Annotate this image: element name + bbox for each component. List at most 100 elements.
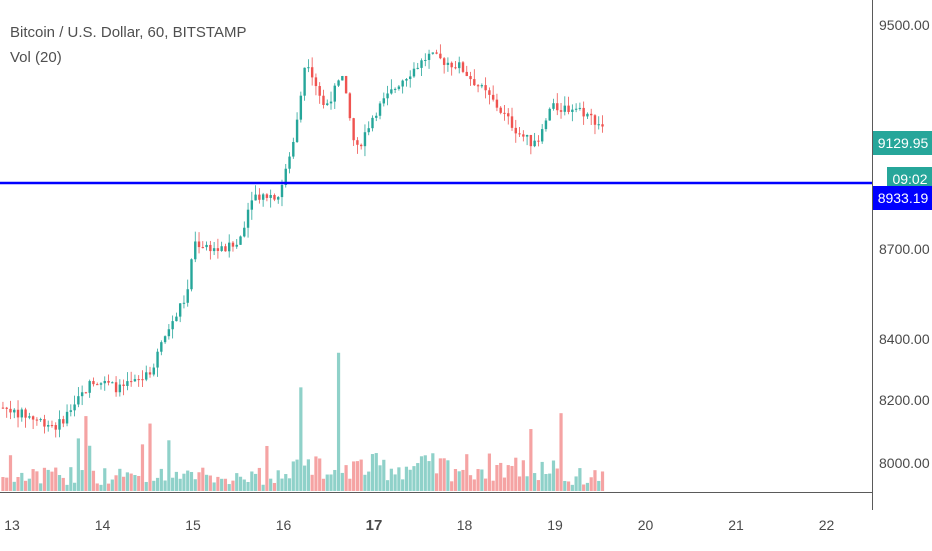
candle-body: [224, 246, 227, 252]
candle-body: [491, 94, 495, 100]
volume-bar: [144, 481, 148, 491]
volume-bar: [514, 457, 518, 491]
volume-bar: [152, 480, 156, 491]
volume-bar: [491, 480, 495, 491]
candle-body: [261, 194, 265, 200]
volume-bar: [363, 474, 367, 491]
chart-area[interactable]: Bitcoin / U.S. Dollar, 60, BITSTAMP Vol …: [0, 0, 872, 510]
price-axis[interactable]: 9500.00 8700.00 8400.00 8200.00 8000.00 9129…: [872, 0, 932, 510]
candle-body: [288, 156, 291, 169]
candle-body: [525, 135, 529, 137]
volume-bar: [502, 477, 507, 491]
volume-bar: [186, 470, 190, 491]
candle-body: [458, 62, 461, 69]
candle-body: [416, 67, 419, 69]
volume-bar: [148, 423, 152, 491]
volume-bar: [122, 476, 126, 491]
candle-body: [111, 382, 114, 384]
candle-body: [228, 242, 231, 252]
candle-body: [412, 68, 416, 77]
volume-bar: [548, 473, 552, 491]
time-axis[interactable]: 13 14 15 16 17 18 19 20 21 22: [0, 492, 872, 551]
candle-body: [427, 53, 431, 60]
volume-bar: [269, 478, 273, 491]
candle-body: [50, 425, 54, 427]
volume-bar: [446, 460, 450, 491]
volume-bar: [355, 461, 360, 491]
volume-bar: [140, 444, 145, 491]
volume-bar: [570, 484, 574, 491]
candle-body: [201, 247, 205, 249]
candle-body: [243, 227, 246, 237]
volume-bar: [468, 475, 473, 491]
volume-bar: [419, 456, 424, 491]
candle-body: [556, 103, 559, 111]
volume-bar: [378, 465, 382, 491]
volume-bar: [544, 474, 548, 491]
candle-body: [378, 103, 382, 116]
price-chart[interactable]: [0, 0, 872, 492]
candle-body: [197, 241, 201, 248]
candle-body: [209, 244, 212, 252]
candle-body: [235, 244, 238, 247]
price-tick-label: 8200.00: [879, 392, 930, 409]
volume-bar: [193, 479, 197, 491]
candle-body: [307, 67, 310, 69]
volume-bar: [208, 475, 212, 491]
candle-body: [99, 383, 103, 385]
candle-body: [69, 410, 73, 412]
volume-bar: [340, 472, 344, 491]
volume-bar: [582, 484, 586, 491]
volume-bar: [574, 476, 578, 491]
candle-body: [382, 98, 386, 104]
volume-bar: [408, 469, 412, 491]
volume-bar: [540, 461, 544, 491]
volume-bar: [114, 475, 118, 491]
candle-body: [367, 128, 370, 133]
volume-bar: [133, 475, 137, 491]
volume-bar: [118, 468, 122, 491]
volume-bar: [261, 484, 265, 491]
candle-body: [303, 67, 306, 96]
volume-bar: [457, 471, 461, 491]
candle-body: [563, 105, 567, 112]
volume-bar: [137, 475, 141, 491]
volume-bar: [204, 474, 209, 491]
candle-body: [84, 392, 88, 394]
legend-volume: Vol (20): [10, 49, 62, 66]
volume-bar: [367, 471, 371, 491]
candle-body: [280, 184, 284, 198]
volume-bar: [246, 481, 250, 491]
candle-body: [295, 119, 299, 142]
candle-body: [141, 379, 144, 381]
candle-body: [359, 144, 363, 147]
candle-body: [424, 59, 427, 61]
candle-body: [540, 129, 544, 142]
candle-body: [544, 120, 548, 130]
volume-bar: [35, 471, 39, 491]
candle-body: [586, 113, 589, 117]
volume-bar: [533, 473, 537, 491]
volume-bar: [495, 464, 499, 491]
candle-body: [597, 124, 600, 126]
candle-body: [126, 381, 129, 386]
volume-bar: [235, 473, 239, 491]
volume-bar: [453, 469, 458, 491]
candle-body: [495, 99, 499, 108]
volume-bar: [374, 453, 378, 491]
candle-body: [145, 372, 148, 380]
volume-bar: [250, 471, 254, 491]
volume-bar: [321, 478, 326, 491]
candle-body: [371, 117, 374, 129]
volume-bar: [472, 479, 476, 491]
candle-body: [333, 85, 336, 102]
volume-bar: [389, 468, 393, 491]
candle-body: [103, 380, 106, 384]
candle-body: [265, 194, 269, 198]
candle-body: [137, 379, 140, 381]
volume-bar: [344, 465, 348, 491]
candle-body: [220, 246, 223, 251]
candle-body: [216, 248, 220, 251]
candle-body: [13, 409, 16, 413]
volume-bar: [159, 468, 163, 491]
